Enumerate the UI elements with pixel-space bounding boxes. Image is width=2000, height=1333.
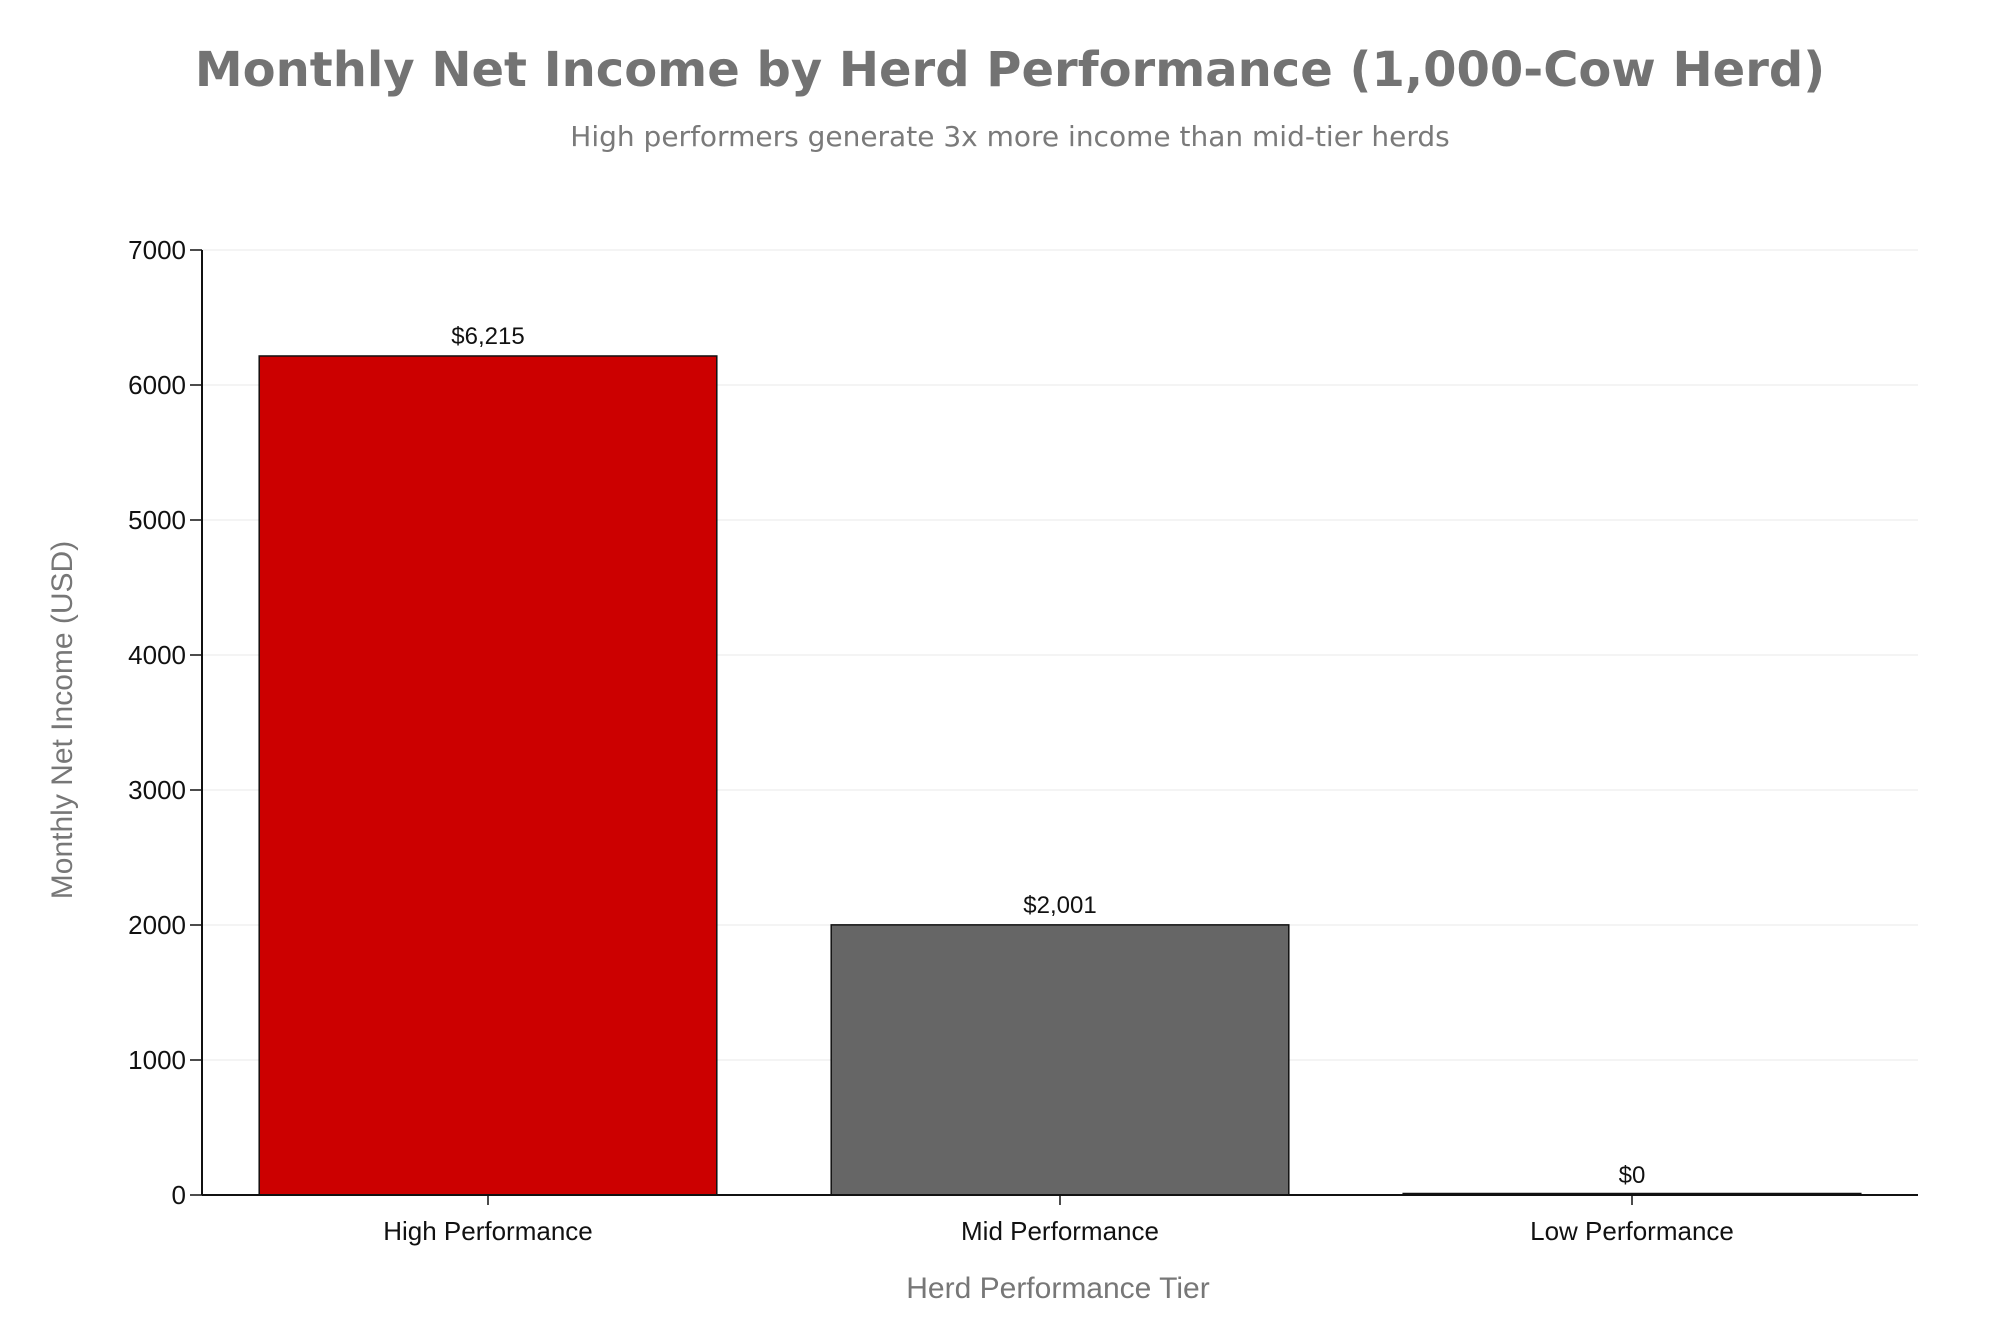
- x-axis-title: Herd Performance Tier: [906, 1272, 1209, 1305]
- chart-subtitle: High performers generate 3x more income …: [570, 120, 1449, 153]
- y-tick-label: 4000: [128, 640, 186, 670]
- x-tick-label: Mid Performance: [961, 1216, 1159, 1246]
- data-label: $6,215: [451, 323, 524, 350]
- bars: [258, 355, 1862, 1196]
- y-tick-label: 0: [172, 1180, 186, 1210]
- x-tick-label: High Performance: [383, 1216, 593, 1246]
- bar-mid-performance: [830, 924, 1290, 1196]
- y-axis-title: Monthly Net Income (USD): [46, 541, 79, 899]
- y-tick-label: 1000: [128, 1045, 186, 1075]
- chart-title: Monthly Net Income by Herd Performance (…: [195, 42, 1825, 98]
- x-tick-label: Low Performance: [1530, 1216, 1734, 1246]
- y-tick-label: 6000: [128, 370, 186, 400]
- data-label: $0: [1619, 1162, 1646, 1189]
- y-tick-label: 7000: [128, 235, 186, 265]
- x-axis-ticks: High Performance Mid Performance Low Perfo…: [383, 1195, 1734, 1246]
- data-labels: $6,215 $2,001 $0: [451, 323, 1645, 1189]
- y-tick-label: 3000: [128, 775, 186, 805]
- y-axis-ticks: 0 1000 2000 3000 4000 5000 6000 7000: [128, 235, 202, 1210]
- data-label: $2,001: [1023, 892, 1096, 919]
- y-tick-label: 5000: [128, 505, 186, 535]
- y-tick-label: 2000: [128, 910, 186, 940]
- bar-high-performance: [258, 355, 718, 1196]
